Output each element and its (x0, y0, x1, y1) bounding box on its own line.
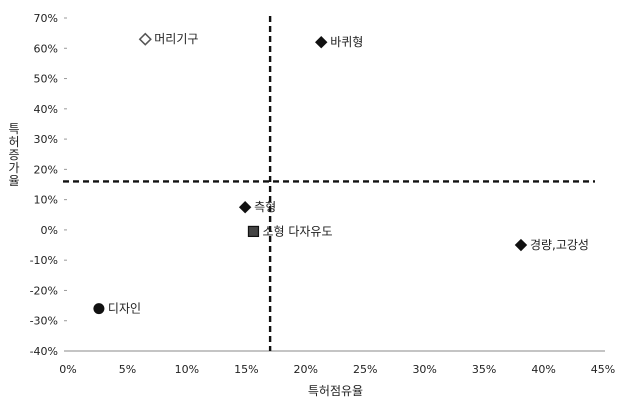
y-tick-label: 70% (34, 12, 58, 25)
y-tick-label: 40% (34, 103, 58, 116)
x-tick-labels: 0% 5% 10% 15% 20% 25% 30% 35% 40% 45% (59, 363, 615, 376)
x-tick-label: 0% (59, 363, 76, 376)
x-tick-label: 40% (531, 363, 555, 376)
data-point-marker (93, 303, 105, 315)
y-tick-label: 30% (34, 133, 58, 146)
y-tick-label: -20% (30, 284, 58, 297)
y-tick-label: -40% (30, 345, 58, 358)
data-point-marker (514, 238, 528, 252)
data-point-label: 머리기구 (154, 32, 198, 46)
y-tick-labels: 70% 60% 50% 40% 30% 20% 10% 0% -10% -20% -30% -40% (30, 12, 67, 358)
x-tick-label: 20% (294, 363, 318, 376)
reference-lines (63, 16, 595, 351)
y-axis-title-char: 율 (8, 174, 19, 188)
y-tick-label: 60% (34, 42, 58, 55)
data-point-label: 측형 (254, 200, 276, 214)
x-tick-label: 15% (234, 363, 258, 376)
data-point-marker (247, 225, 260, 238)
x-tick-label: 30% (412, 363, 436, 376)
x-axis-title: 특허점유율 (308, 384, 363, 398)
x-tick-label: 5% (119, 363, 136, 376)
y-axis-title-char: 증 (8, 148, 19, 162)
x-tick-label: 10% (175, 363, 199, 376)
y-axis-title-char: 가 (8, 161, 19, 175)
y-tick-label: 0% (41, 224, 58, 237)
x-tick-label: 35% (472, 363, 496, 376)
data-point-label: 소형 다자유도 (262, 224, 332, 238)
y-tick-label: 10% (34, 194, 58, 207)
data-point-marker (238, 200, 252, 214)
y-axis-title-char: 허 (8, 135, 19, 149)
data-point-label: 바퀴형 (330, 35, 363, 49)
y-tick-label: 50% (34, 73, 58, 86)
x-tick-label: 45% (591, 363, 615, 376)
y-axis-title-char: 특 (8, 122, 19, 136)
data-point-marker (315, 36, 328, 49)
y-tick-label: 20% (34, 163, 58, 176)
y-tick-label: -10% (30, 254, 58, 267)
data-point-label: 경량,고강성 (530, 238, 589, 252)
data-point-label: 디자인 (108, 302, 141, 316)
data-point-marker (138, 32, 152, 46)
x-tick-label: 25% (353, 363, 377, 376)
y-tick-label: -30% (30, 315, 58, 328)
